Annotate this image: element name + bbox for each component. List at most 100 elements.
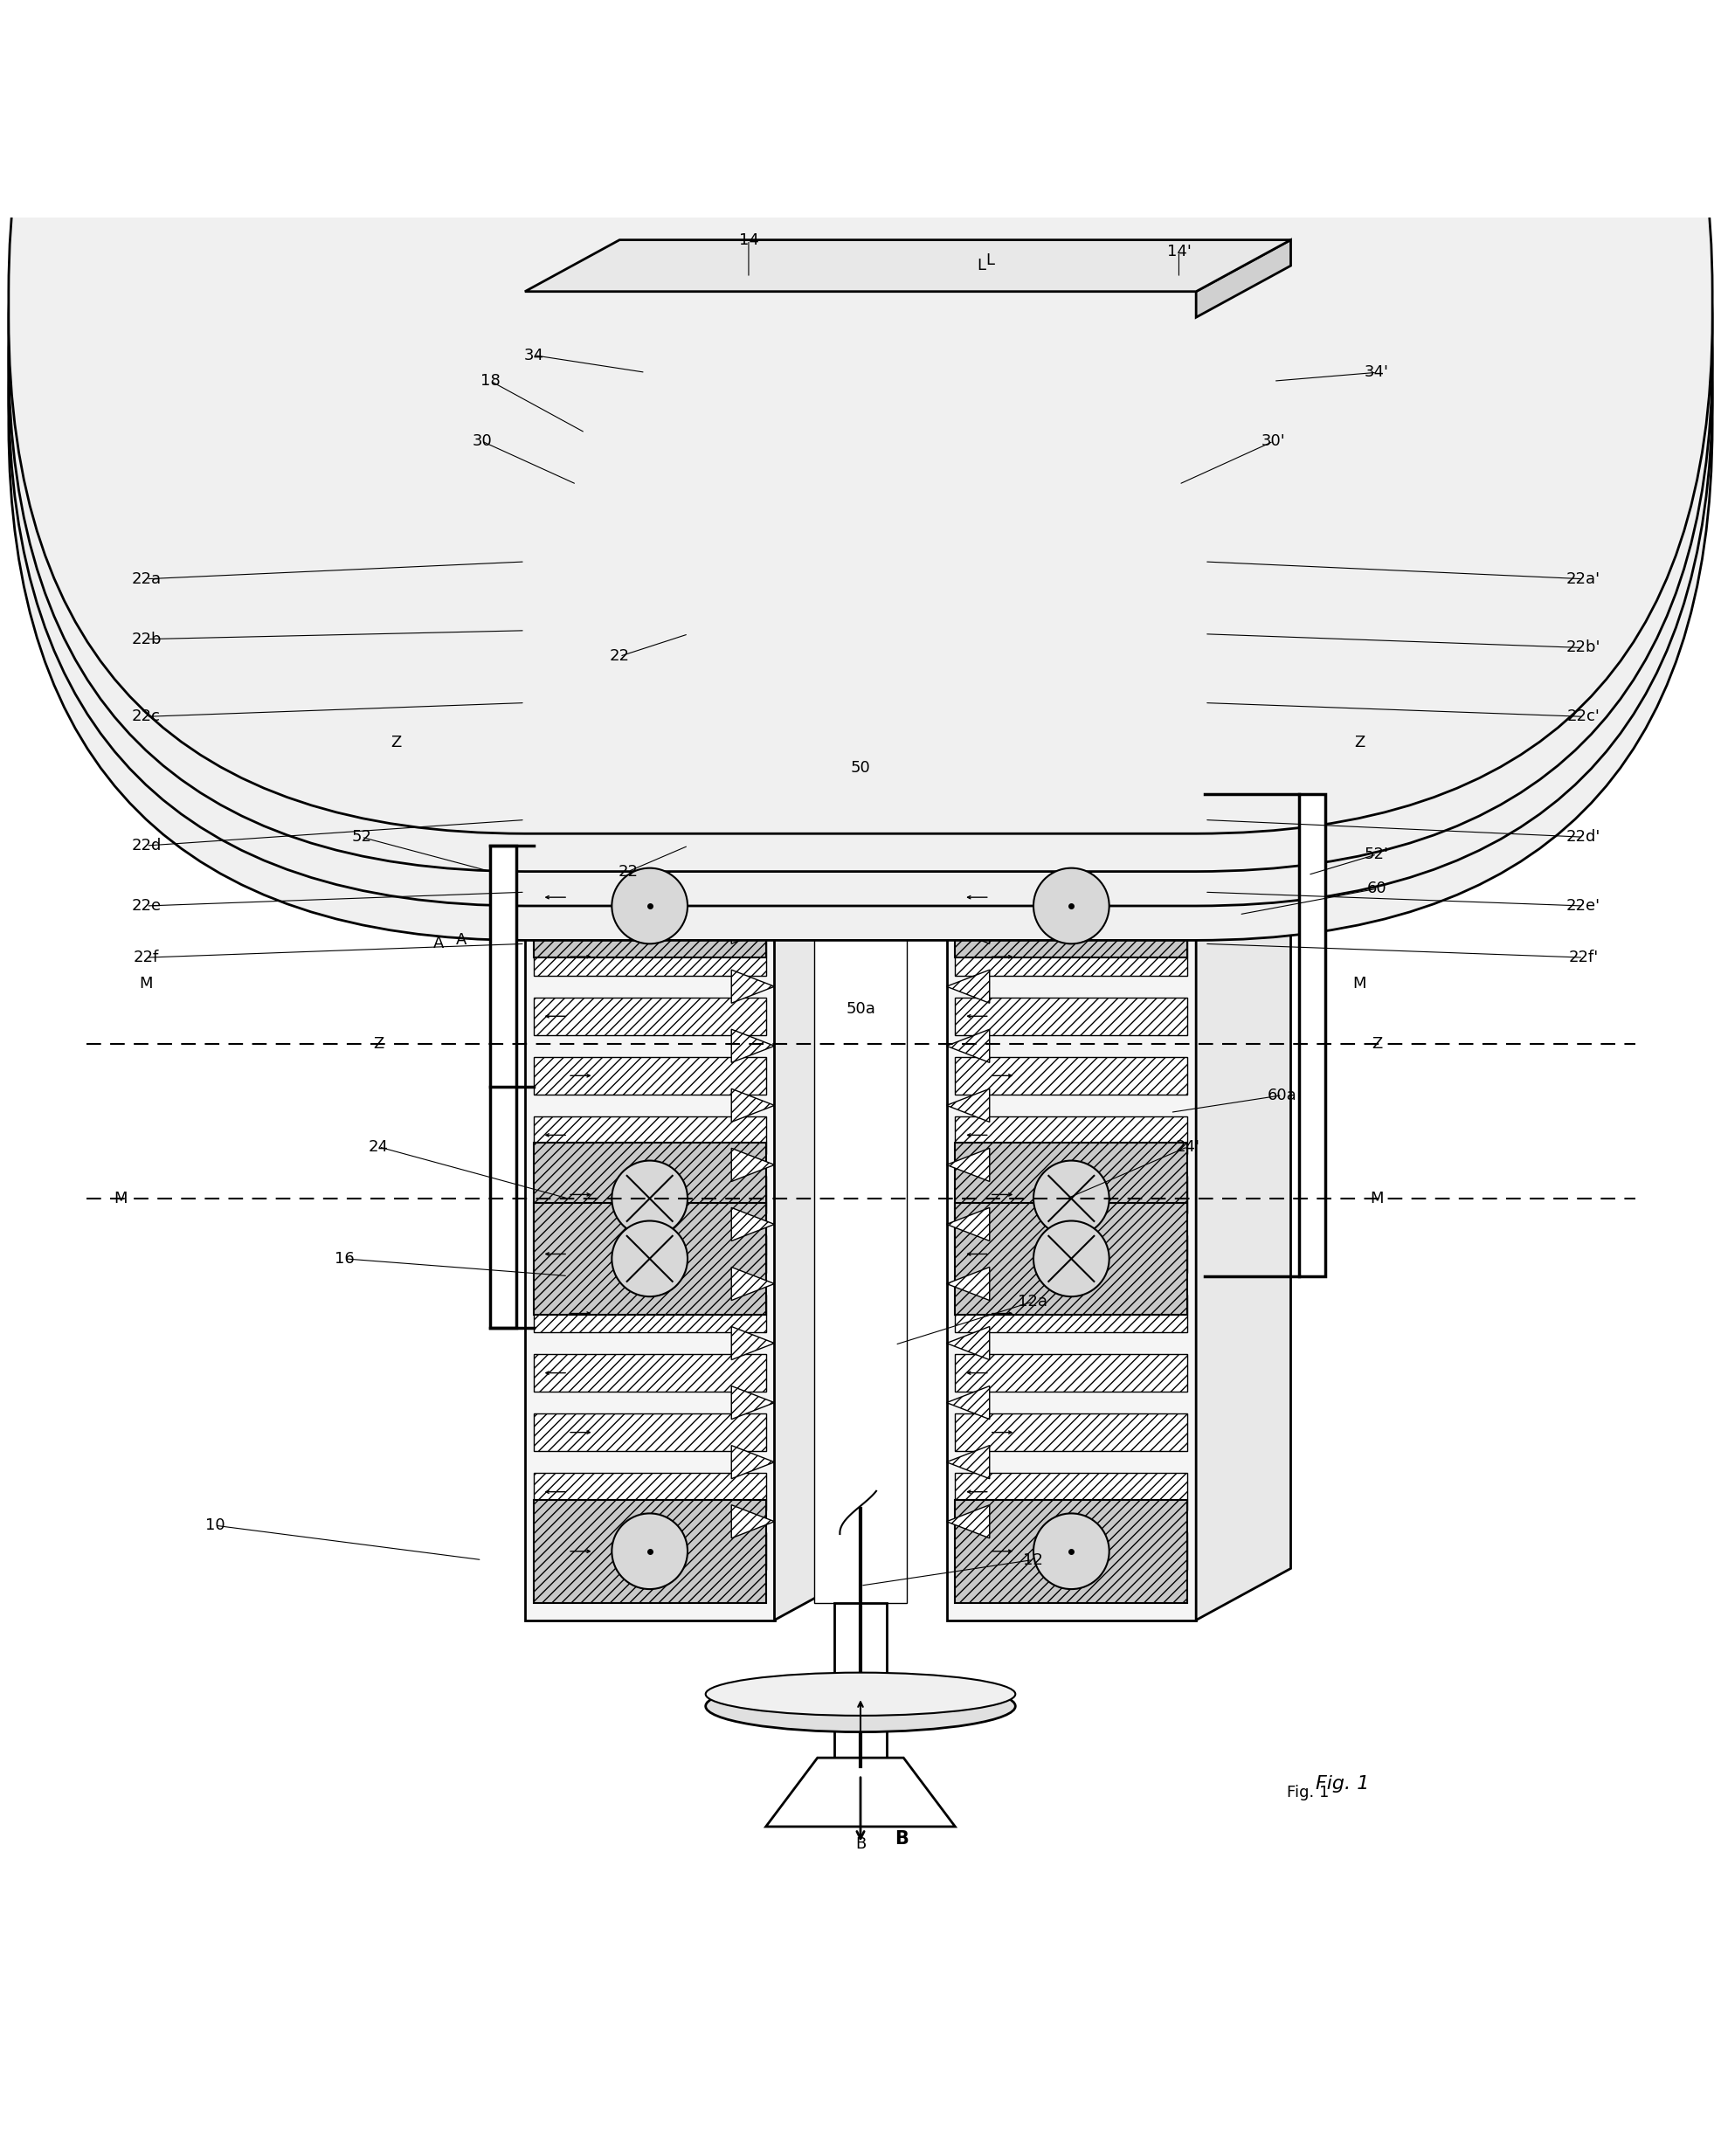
Circle shape (1034, 1160, 1108, 1235)
Polygon shape (947, 1445, 990, 1479)
Circle shape (1034, 1220, 1108, 1296)
Polygon shape (774, 776, 869, 1619)
Polygon shape (1196, 347, 1291, 425)
Text: 60a: 60a (1267, 1087, 1298, 1104)
Polygon shape (731, 1386, 774, 1419)
Polygon shape (947, 970, 990, 1003)
Bar (955, 1473, 1187, 1511)
FancyBboxPatch shape (9, 0, 1712, 834)
Circle shape (613, 869, 688, 944)
Bar (534, 938, 766, 977)
Text: 50a: 50a (845, 1000, 876, 1018)
Circle shape (613, 1514, 688, 1589)
Bar (534, 1501, 766, 1602)
Text: L: L (984, 252, 995, 267)
Bar (534, 1175, 766, 1214)
Bar (955, 1056, 1187, 1095)
Text: M: M (139, 975, 153, 992)
Ellipse shape (706, 1673, 1015, 1716)
Polygon shape (947, 1207, 990, 1242)
Polygon shape (947, 776, 1291, 828)
Bar (534, 998, 766, 1035)
Bar (814, 845, 907, 1602)
Bar (955, 998, 1187, 1035)
Polygon shape (947, 1028, 990, 1063)
Bar (955, 1175, 1187, 1214)
Bar (788, 1259, 933, 1449)
Polygon shape (1196, 239, 1291, 317)
Text: 52': 52' (1365, 847, 1389, 862)
Text: 50: 50 (850, 761, 871, 776)
FancyBboxPatch shape (9, 0, 1712, 906)
Polygon shape (525, 347, 1291, 399)
Bar (534, 1143, 766, 1255)
Bar (955, 1235, 1187, 1272)
Polygon shape (731, 1028, 774, 1063)
Polygon shape (731, 970, 774, 1003)
Bar (955, 1203, 1187, 1315)
Polygon shape (731, 1089, 774, 1121)
Bar (955, 1354, 1187, 1393)
Bar (534, 1056, 766, 1095)
Ellipse shape (706, 1680, 1015, 1731)
Text: 22d: 22d (131, 839, 162, 854)
Text: 14': 14' (1167, 244, 1191, 261)
Polygon shape (731, 1207, 774, 1242)
Text: B: B (855, 1837, 866, 1852)
Text: 22a': 22a' (1566, 571, 1601, 586)
Text: Z: Z (1372, 1035, 1382, 1052)
Text: Z: Z (373, 1035, 384, 1052)
Text: 22c: 22c (133, 709, 160, 724)
Bar (955, 938, 1187, 977)
Polygon shape (766, 1757, 955, 1826)
Text: L: L (976, 259, 986, 274)
Text: 22c': 22c' (1566, 709, 1601, 724)
Text: 22e: 22e (131, 899, 162, 914)
Polygon shape (731, 1149, 774, 1181)
Circle shape (613, 1160, 688, 1235)
Text: 22b': 22b' (1566, 640, 1601, 655)
Bar (525, 828, 774, 1619)
Text: 22: 22 (618, 865, 638, 880)
Circle shape (1034, 869, 1108, 944)
Bar (534, 1354, 766, 1393)
Text: 34': 34' (1365, 364, 1389, 379)
Bar (534, 1533, 766, 1570)
Text: 52: 52 (351, 830, 372, 845)
Bar (1299, 793, 1325, 1276)
Polygon shape (525, 278, 1291, 330)
Text: 22a: 22a (131, 571, 162, 586)
Text: A: A (456, 931, 466, 949)
Polygon shape (525, 239, 1291, 291)
Polygon shape (947, 1268, 990, 1300)
Text: 34: 34 (523, 347, 544, 362)
Text: 22b: 22b (131, 632, 162, 647)
Text: 22d': 22d' (1566, 830, 1601, 845)
Polygon shape (731, 1268, 774, 1300)
Text: 22e': 22e' (1566, 899, 1601, 914)
Text: 22f': 22f' (1568, 949, 1599, 966)
Bar (955, 854, 1187, 957)
Polygon shape (731, 910, 774, 944)
Text: 10: 10 (205, 1518, 225, 1533)
Polygon shape (947, 1326, 990, 1360)
Polygon shape (947, 1386, 990, 1419)
Bar (955, 1414, 1187, 1451)
Text: 60: 60 (1366, 882, 1387, 897)
Text: M: M (114, 1190, 127, 1207)
Text: M: M (1353, 975, 1366, 992)
Bar (788, 1026, 933, 1250)
Polygon shape (1196, 776, 1291, 1619)
Text: 22f: 22f (134, 949, 158, 966)
Text: 12a: 12a (1017, 1294, 1048, 1309)
Polygon shape (947, 1149, 990, 1181)
Bar (955, 1501, 1187, 1602)
Polygon shape (1196, 313, 1291, 390)
Polygon shape (525, 776, 869, 828)
Bar (534, 1473, 766, 1511)
Bar (534, 1203, 766, 1315)
Bar (955, 1533, 1187, 1570)
Polygon shape (947, 910, 990, 944)
Text: Fig. 1: Fig. 1 (1287, 1785, 1329, 1800)
Circle shape (613, 1220, 688, 1296)
